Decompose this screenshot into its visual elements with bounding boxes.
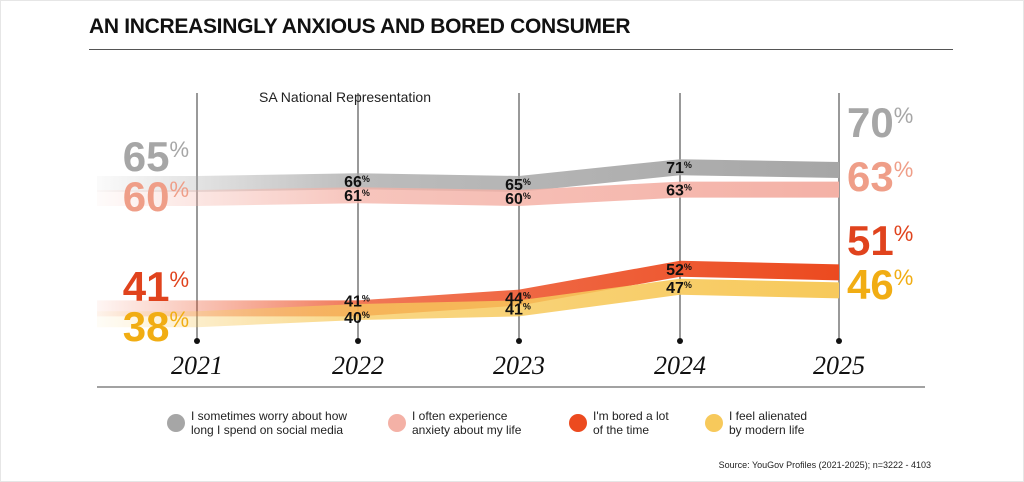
legend-label: I sometimes worry about how long I spend…: [191, 409, 348, 437]
end-value-label: 70%: [847, 99, 913, 146]
legend-label: I'm bored a lot of the time: [593, 409, 669, 437]
x-tick-label: 2022: [332, 351, 384, 380]
series-band: [97, 181, 839, 206]
legend-label: I feel alienated by modern life: [729, 409, 808, 437]
start-value-label: 38%: [123, 303, 189, 350]
legend-item: I sometimes worry about how long I spend…: [167, 409, 347, 437]
end-value-label: 46%: [847, 261, 913, 308]
x-tick-label: 2021: [171, 351, 223, 380]
legend-item: I feel alienated by modern life: [705, 409, 807, 437]
legend: I sometimes worry about how long I spend…: [1, 409, 1024, 449]
chart-subtitle: SA National Representation: [259, 89, 431, 105]
legend-swatch: [705, 414, 723, 432]
legend-swatch: [167, 414, 185, 432]
series-band: [97, 159, 839, 192]
year-marker: [677, 338, 683, 344]
legend-label: I often experience anxiety about my life: [412, 409, 522, 437]
series-band: [97, 260, 839, 317]
x-tick-label: 2023: [493, 351, 545, 380]
legend-swatch: [569, 414, 587, 432]
start-value-label: 60%: [123, 173, 189, 220]
end-value-label: 63%: [847, 153, 913, 200]
data-label: 41%: [505, 301, 531, 318]
legend-item: I often experience anxiety about my life: [388, 409, 521, 437]
page-title: AN INCREASINGLY ANXIOUS AND BORED CONSUM…: [89, 15, 631, 38]
year-marker: [355, 338, 361, 344]
data-label: 40%: [344, 310, 370, 327]
end-value-label: 51%: [847, 217, 913, 264]
title-divider: [89, 49, 953, 50]
x-tick-label: 2024: [654, 351, 706, 380]
series-band: [97, 278, 839, 328]
line-chart: SA National Representation 66% 65%71%61% 6…: [97, 89, 925, 388]
year-marker: [194, 338, 200, 344]
year-marker: [836, 338, 842, 344]
year-marker: [516, 338, 522, 344]
legend-swatch: [388, 414, 406, 432]
x-tick-label: 2025: [813, 351, 865, 380]
legend-item: I'm bored a lot of the time: [569, 409, 669, 437]
source-note: Source: YouGov Profiles (2021-2025); n=3…: [718, 460, 931, 470]
